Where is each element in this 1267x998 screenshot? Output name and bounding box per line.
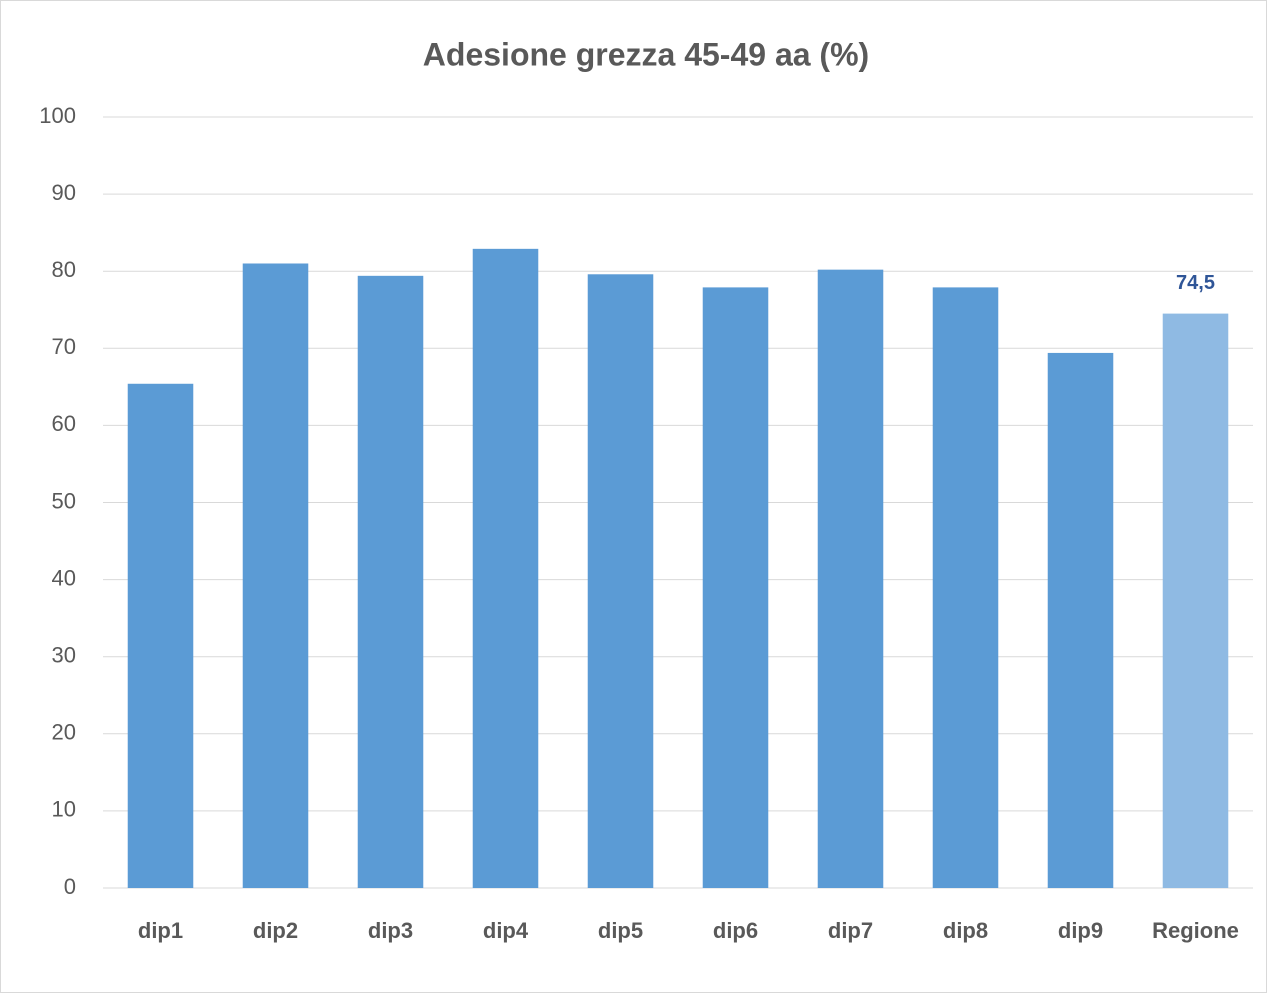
bar <box>1047 352 1114 888</box>
bar <box>932 287 999 888</box>
x-tick-label: dip6 <box>713 918 758 943</box>
y-tick-label: 70 <box>52 334 76 359</box>
x-tick-label: dip2 <box>253 918 298 943</box>
x-tick-label: dip7 <box>828 918 873 943</box>
x-tick-label: dip8 <box>943 918 988 943</box>
x-tick-label: Regione <box>1152 918 1239 943</box>
x-tick-label: dip4 <box>483 918 529 943</box>
y-tick-label: 100 <box>39 103 76 128</box>
y-tick-label: 50 <box>52 488 76 513</box>
bar <box>357 275 424 888</box>
y-tick-label: 30 <box>52 643 76 668</box>
y-tick-label: 80 <box>52 257 76 282</box>
bar <box>817 269 884 889</box>
x-tick-label: dip1 <box>138 918 183 943</box>
bar <box>242 263 309 888</box>
y-tick-label: 60 <box>52 411 76 436</box>
bar <box>1162 313 1229 889</box>
bar <box>702 287 769 888</box>
bar <box>587 274 654 888</box>
chart-title: Adesione grezza 45-49 aa (%) <box>423 36 869 72</box>
y-tick-label: 20 <box>52 720 76 745</box>
bar <box>472 248 539 888</box>
x-tick-label: dip3 <box>368 918 413 943</box>
data-label: 74,5 <box>1176 272 1215 294</box>
y-tick-label: 40 <box>52 565 76 590</box>
y-tick-label: 0 <box>64 874 76 899</box>
x-tick-label: dip9 <box>1058 918 1103 943</box>
y-tick-label: 90 <box>52 180 76 205</box>
bar <box>127 383 194 888</box>
y-tick-label: 10 <box>52 797 76 822</box>
x-tick-label: dip5 <box>598 918 643 943</box>
